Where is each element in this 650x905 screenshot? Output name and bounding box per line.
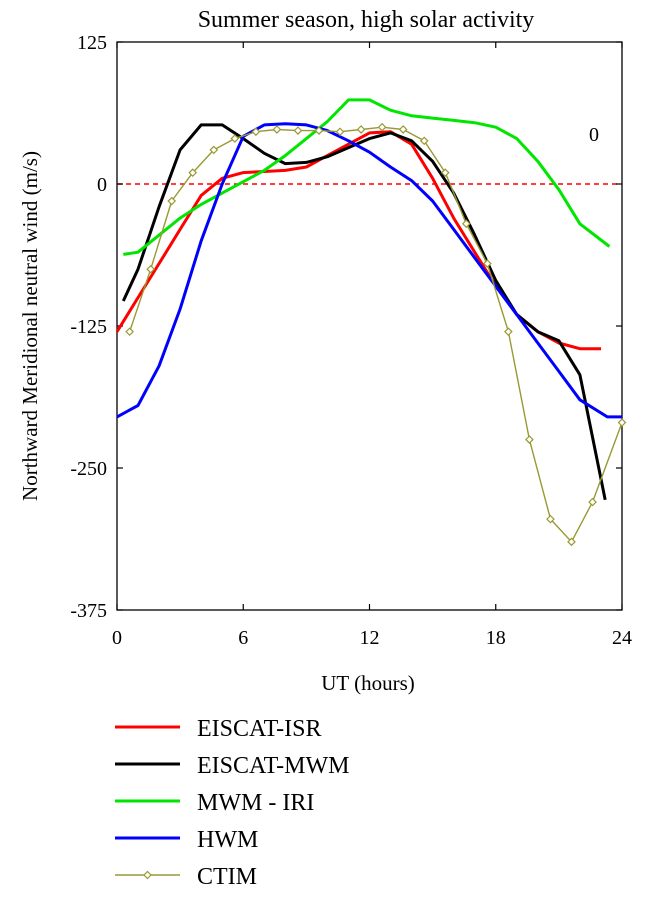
data-point-ctim [419,136,429,146]
legend-label: MWM - IRI [197,790,314,816]
data-point-ctim [525,435,534,444]
data-point-ctim [293,126,303,135]
data-point-ctim [251,127,261,137]
data-point-ctim [398,125,408,134]
chart-title: Summer season, high solar activity [198,7,535,33]
x-tick-label: 18 [486,627,506,649]
data-point-ctim [356,125,366,134]
legend-label: CTIM [197,864,257,890]
data-point-ctim [588,497,597,507]
legend-label: HWM [197,827,258,853]
data-point-ctim [461,219,471,229]
x-tick-label: 0 [112,627,122,649]
data-point-ctim [617,418,627,427]
axis-ticks [116,41,623,611]
series-group [115,98,627,547]
data-point-ctim [167,196,177,206]
data-point-ctim [335,127,345,137]
x-tick-label: 6 [238,627,248,649]
zero-annotation: 0 [589,124,599,146]
x-axis-label: UT (hours) [321,671,415,695]
legend-label: EISCAT-MWM [197,753,349,779]
tick-labels: 0 6 12 18 24 125 0 -125 -250 -375 [70,32,632,649]
legend-label: EISCAT-ISR [197,716,321,742]
series-line-mwm-iri [123,98,611,256]
data-point-ctim [230,134,240,143]
y-tick-label: -250 [70,458,107,480]
x-tick-label: 24 [612,627,632,649]
plot-frame [116,41,623,611]
x-tick-label: 12 [360,627,380,649]
data-point-ctim [482,259,492,268]
data-point-ctim [209,145,219,155]
y-tick-label: -375 [70,600,107,622]
data-point-ctim [146,264,156,274]
data-point-ctim [272,125,282,134]
y-axis-label: Northward Meridional neutral wind (m/s) [18,151,42,501]
data-point-ctim [440,168,450,177]
series-line-eiscat-isr [115,130,601,351]
series-line-hwm [116,122,622,419]
y-tick-label: -125 [70,316,107,338]
y-tick-label: 0 [97,174,107,196]
data-point-ctim [188,168,198,177]
y-tick-label: 125 [77,32,107,54]
legend: EISCAT-ISR EISCAT-MWM MWM - IRI HWM CTIM [115,716,349,890]
data-point-ctim [377,122,387,132]
series-line-ctim [128,126,623,543]
data-point-ctim [567,537,576,547]
legend-marker [143,870,152,880]
data-point-ctim [314,126,324,135]
data-point-ctim [125,327,134,337]
data-point-ctim [546,514,555,524]
data-point-ctim [504,327,513,337]
series-line-eiscat-mwm [121,123,607,501]
